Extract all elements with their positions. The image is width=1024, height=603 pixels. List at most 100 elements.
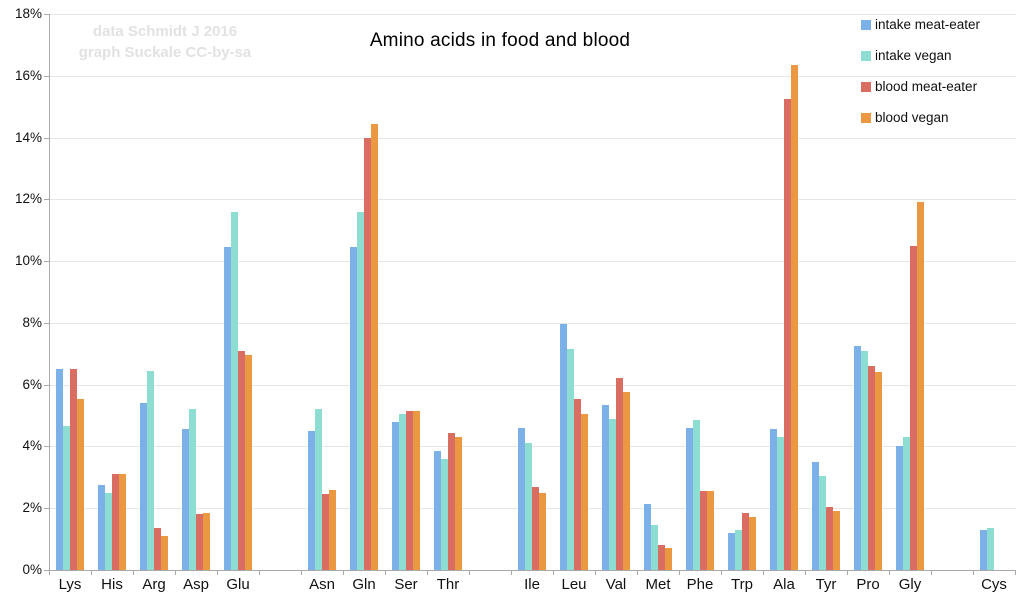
gridline [50, 137, 1016, 139]
y-axis-tick [44, 199, 49, 201]
x-axis-label-Trp: Trp [731, 576, 753, 593]
bar-Trp-blood-vegan [749, 517, 756, 570]
bar-Glu-intake-meat-eater [224, 247, 231, 570]
legend-swatch-icon [861, 112, 871, 123]
x-axis-tick [91, 571, 92, 575]
bar-Leu-intake-meat-eater [560, 324, 567, 570]
bar-Tyr-blood-meat-eater [826, 506, 833, 570]
y-axis-label: 8% [22, 314, 42, 330]
watermark-line-1: data Schmidt J 2016 [92, 23, 238, 40]
gridline [50, 199, 1016, 201]
bar-Arg-intake-vegan [147, 370, 154, 570]
y-axis-tick [44, 384, 49, 386]
x-axis-tick [931, 571, 932, 575]
y-axis-tick [44, 137, 49, 139]
bar-Asn-blood-vegan [329, 489, 336, 570]
bar-Lys-blood-meat-eater [70, 369, 77, 570]
y-axis-tick [44, 446, 49, 448]
gridline [50, 384, 1016, 386]
bar-Tyr-intake-meat-eater [812, 461, 819, 570]
gridline [50, 446, 1016, 448]
x-axis-label-Ala: Ala [773, 576, 795, 593]
legend-label: intake vegan [875, 48, 952, 63]
y-axis-label: 6% [22, 376, 42, 392]
bar-Ala-blood-meat-eater [784, 98, 791, 570]
x-axis-tick [889, 571, 890, 575]
legend-item: intake vegan [861, 46, 980, 65]
bar-Pro-blood-meat-eater [868, 366, 875, 570]
bar-Gln-blood-vegan [371, 123, 378, 570]
bar-Ile-blood-vegan [539, 492, 546, 570]
bar-Ser-intake-meat-eater [392, 421, 399, 570]
bar-Cys-intake-meat-eater [980, 529, 987, 570]
bar-Asn-intake-meat-eater [308, 431, 315, 570]
legend-item: blood vegan [861, 108, 980, 127]
bar-Gly-blood-meat-eater [910, 245, 917, 570]
bar-Val-blood-vegan [623, 392, 630, 570]
x-axis-tick [679, 571, 680, 575]
bar-Thr-intake-vegan [441, 458, 448, 570]
bar-Arg-intake-meat-eater [140, 403, 147, 570]
bar-Phe-blood-meat-eater [700, 491, 707, 570]
bar-Ile-intake-vegan [525, 443, 532, 570]
y-axis-tick [44, 322, 49, 324]
bar-Ala-blood-vegan [791, 64, 798, 570]
x-axis-label-Thr: Thr [436, 576, 460, 593]
bar-Leu-blood-meat-eater [574, 398, 581, 570]
bar-Pro-intake-meat-eater [854, 346, 861, 570]
gridline [50, 75, 1016, 77]
bar-Pro-intake-vegan [861, 350, 868, 570]
x-axis-label-Tyr: Tyr [815, 576, 837, 593]
x-axis-label-Val: Val [605, 576, 627, 593]
bar-Gln-blood-meat-eater [364, 137, 371, 570]
x-axis-tick [469, 571, 470, 575]
gridline [50, 261, 1016, 263]
bar-Gly-intake-vegan [903, 437, 910, 570]
x-axis-tick [1015, 571, 1016, 575]
bar-Gly-intake-meat-eater [896, 446, 903, 570]
bar-Gly-blood-vegan [917, 202, 924, 570]
bar-Tyr-blood-vegan [833, 511, 840, 570]
bar-Lys-intake-vegan [63, 426, 70, 570]
x-axis-tick [427, 571, 428, 575]
x-axis-label-Phe: Phe [686, 576, 714, 593]
x-axis-label-Asn: Asn [309, 576, 335, 593]
bar-Ser-blood-meat-eater [406, 410, 413, 570]
bar-Asp-intake-vegan [189, 409, 196, 570]
bar-Thr-blood-meat-eater [448, 432, 455, 570]
x-axis-tick [385, 571, 386, 575]
bar-Asn-intake-vegan [315, 409, 322, 570]
bar-Ala-intake-vegan [777, 437, 784, 570]
bar-Phe-intake-vegan [693, 420, 700, 570]
bar-Met-blood-meat-eater [658, 545, 665, 570]
y-axis-tick [44, 261, 49, 263]
bar-Met-intake-vegan [651, 525, 658, 570]
watermark: data Schmidt J 2016 graph Suckale CC-by-… [55, 21, 275, 63]
legend-swatch-icon [861, 50, 871, 61]
x-axis-tick [805, 571, 806, 575]
y-axis-tick [44, 14, 49, 15]
bar-Ala-intake-meat-eater [770, 429, 777, 570]
legend-item: blood meat-eater [861, 77, 980, 96]
bar-Gln-intake-meat-eater [350, 247, 357, 570]
legend-swatch-icon [861, 81, 871, 92]
y-axis-label: 18% [14, 6, 42, 21]
bar-Glu-intake-vegan [231, 211, 238, 570]
x-axis-tick [595, 571, 596, 575]
y-axis-label: 16% [14, 67, 42, 83]
bar-Asn-blood-meat-eater [322, 494, 329, 570]
x-axis-tick [301, 571, 302, 575]
bar-Ser-blood-vegan [413, 410, 420, 570]
x-axis-label-Asp: Asp [183, 576, 209, 593]
bar-Phe-blood-vegan [707, 491, 714, 570]
x-axis-tick [721, 571, 722, 575]
bar-Leu-blood-vegan [581, 414, 588, 570]
x-axis-label-Lys: Lys [58, 576, 82, 593]
x-axis-label-Leu: Leu [561, 576, 587, 593]
x-axis-label-Arg: Arg [142, 576, 166, 593]
x-axis-tick [511, 571, 512, 575]
bar-Met-blood-vegan [665, 548, 672, 570]
legend-label: blood meat-eater [875, 79, 978, 94]
bar-Lys-blood-vegan [77, 398, 84, 570]
